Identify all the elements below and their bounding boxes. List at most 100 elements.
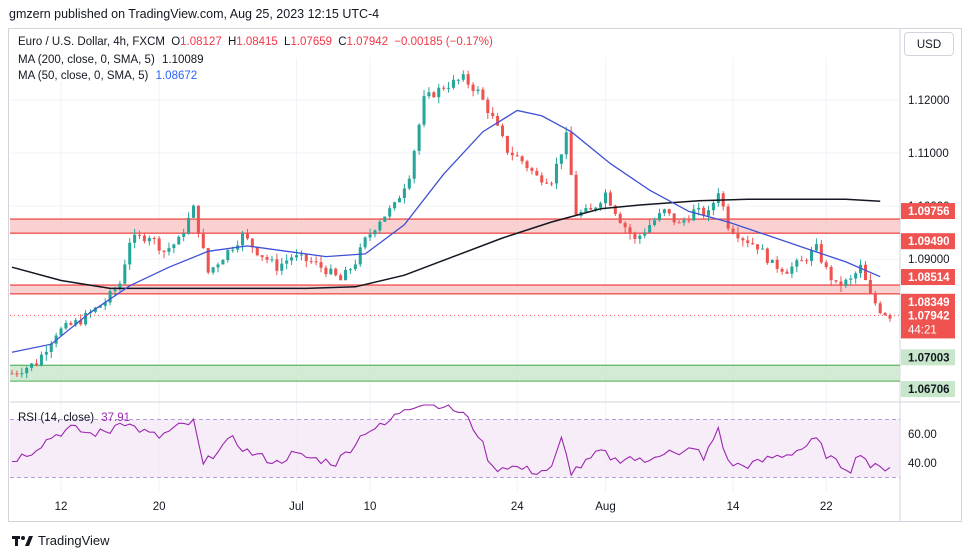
candle-up bbox=[854, 273, 858, 279]
legend-symbol-row: Euro / U.S. Dollar, 4h, FXCM O1.08127 H1… bbox=[18, 36, 493, 48]
candle-down bbox=[466, 74, 470, 85]
rsi-line bbox=[11, 404, 891, 477]
candle-down bbox=[608, 192, 612, 206]
resistance-zone-price-tag bbox=[901, 233, 955, 250]
candle-up bbox=[814, 244, 818, 251]
candle-down bbox=[505, 135, 509, 153]
candle-down bbox=[471, 84, 475, 92]
candle-up bbox=[476, 89, 480, 92]
low-label: L bbox=[284, 36, 291, 48]
candle-down bbox=[628, 227, 632, 234]
candle-up bbox=[172, 244, 176, 249]
candle-up bbox=[648, 225, 652, 233]
ma50-line bbox=[11, 109, 881, 353]
candle-down bbox=[520, 156, 524, 162]
candle-down bbox=[142, 235, 146, 242]
time-tick-label: 12 bbox=[55, 501, 68, 513]
candle-up bbox=[711, 202, 715, 211]
candle-up bbox=[451, 79, 455, 88]
candle-down bbox=[785, 271, 789, 274]
price-tick-label: 1.11000 bbox=[908, 148, 949, 160]
candle-up bbox=[290, 257, 294, 261]
candle-up bbox=[795, 260, 799, 267]
candle-down bbox=[540, 175, 544, 183]
resistance-zone bbox=[10, 285, 900, 294]
publisher-line: gmzern published on TradingView.com, Aug… bbox=[9, 7, 380, 21]
candle-down bbox=[746, 240, 750, 244]
candle-up bbox=[682, 220, 686, 223]
candle-down bbox=[868, 280, 872, 294]
last-price-tag bbox=[901, 306, 955, 339]
candle-up bbox=[64, 323, 68, 329]
candle-up bbox=[437, 87, 441, 98]
candle-up bbox=[49, 343, 53, 352]
candle-down bbox=[319, 262, 323, 268]
open-label: O bbox=[171, 36, 181, 48]
candle-down bbox=[618, 213, 622, 224]
candles bbox=[10, 70, 892, 379]
candle-up bbox=[461, 74, 465, 80]
resistance-zone bbox=[10, 219, 900, 234]
candle-up bbox=[417, 124, 421, 151]
moving-averages bbox=[10, 109, 900, 353]
candle-up bbox=[554, 163, 558, 184]
candle-up bbox=[30, 363, 34, 368]
rsi-value: 37.91 bbox=[101, 412, 131, 424]
rsi-tick-label: 60.00 bbox=[908, 429, 937, 441]
candle-down bbox=[824, 262, 828, 268]
candle-up bbox=[599, 203, 603, 208]
ma50-label: MA (50, close, 0, SMA, 5) bbox=[18, 70, 149, 82]
price-tick-label: 1.12000 bbox=[908, 95, 950, 107]
support-zone bbox=[10, 365, 900, 382]
candle-up bbox=[221, 260, 225, 265]
legend-ma50-row[interactable]: MA (50, close, 0, SMA, 5) 1.08672 bbox=[18, 70, 197, 82]
candle-up bbox=[299, 254, 303, 256]
candle-up bbox=[344, 269, 348, 281]
candle-up bbox=[594, 207, 598, 210]
tradingview-logo-icon bbox=[12, 535, 33, 546]
candle-down bbox=[731, 228, 735, 234]
legend-rsi-row[interactable]: RSI (14, close) 37.91 bbox=[18, 412, 130, 424]
support-zone-price-tag bbox=[901, 381, 955, 398]
candle-down bbox=[829, 267, 833, 281]
ma200-line bbox=[11, 198, 881, 290]
candle-up bbox=[662, 209, 666, 214]
legend-ma200-row[interactable]: MA (200, close, 0, SMA, 5) 1.10089 bbox=[18, 54, 204, 66]
candle-down bbox=[545, 182, 549, 184]
candle-up bbox=[191, 205, 196, 218]
candle-down bbox=[35, 363, 39, 366]
ma200-label: MA (200, close, 0, SMA, 5) bbox=[18, 54, 155, 66]
candle-up bbox=[849, 278, 853, 280]
candle-down bbox=[260, 255, 264, 258]
candle-down bbox=[677, 222, 681, 224]
candle-down bbox=[702, 207, 706, 216]
candle-up bbox=[20, 373, 24, 375]
candle-up bbox=[697, 207, 701, 210]
candle-down bbox=[589, 207, 593, 210]
currency-button[interactable]: USD bbox=[904, 32, 954, 56]
candle-up bbox=[25, 367, 29, 374]
candle-up bbox=[407, 178, 411, 189]
candle-up bbox=[133, 234, 137, 243]
time-tick-label: 20 bbox=[153, 501, 166, 513]
candle-up bbox=[790, 266, 794, 274]
candle-down bbox=[309, 261, 313, 263]
candle-up bbox=[388, 208, 392, 217]
ma50-value: 1.08672 bbox=[155, 70, 198, 82]
candle-down bbox=[10, 373, 14, 375]
candle-down bbox=[196, 205, 200, 234]
time-tick-label: 10 bbox=[364, 501, 377, 513]
candle-up bbox=[93, 307, 97, 312]
candle-down bbox=[550, 183, 554, 185]
candle-up bbox=[584, 207, 588, 212]
candle-up bbox=[98, 305, 102, 308]
candle-down bbox=[201, 233, 205, 249]
time-tick-label: 24 bbox=[511, 501, 524, 513]
candle-up bbox=[108, 291, 112, 303]
candle-up bbox=[103, 302, 107, 306]
candle-down bbox=[613, 205, 617, 214]
high-label: H bbox=[227, 36, 237, 48]
candle-up bbox=[123, 264, 127, 284]
chart-frame[interactable] bbox=[8, 28, 962, 522]
